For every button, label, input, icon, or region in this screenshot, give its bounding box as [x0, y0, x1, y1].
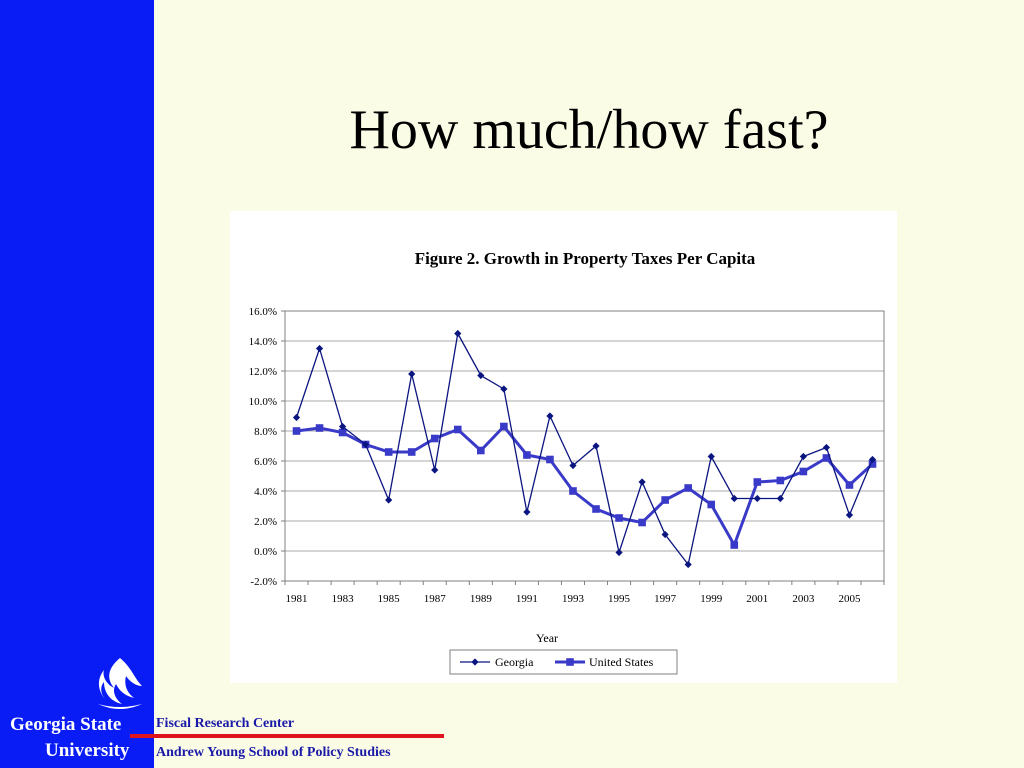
data-point — [453, 425, 462, 434]
x-axis-label: Year — [536, 631, 558, 645]
x-tick-label: 1983 — [332, 593, 355, 605]
data-point — [822, 443, 831, 452]
y-tick-label: 14.0% — [249, 336, 277, 348]
x-tick-label: 1997 — [654, 593, 677, 605]
data-point — [615, 548, 623, 557]
line-chart: Figure 2. Growth in Property Taxes Per C… — [249, 249, 885, 675]
x-tick-label: 1995 — [608, 593, 631, 605]
legend-label: Georgia — [495, 655, 534, 669]
fiscal-research-center-label: Fiscal Research Center — [156, 716, 295, 731]
series-georgia — [292, 329, 877, 569]
data-point — [362, 440, 370, 449]
x-tick-label: 2005 — [838, 593, 861, 605]
x-tick-label: 1999 — [700, 593, 723, 605]
legend-label: United States — [589, 655, 654, 669]
data-point — [500, 422, 508, 431]
legend-swatch-marker — [471, 658, 479, 666]
data-point — [338, 428, 347, 437]
data-point — [684, 560, 692, 569]
blue-sidebar — [0, 0, 154, 768]
y-tick-label: 2.0% — [254, 516, 277, 528]
data-point — [707, 500, 716, 509]
data-point — [868, 455, 877, 464]
university-name-line2: University — [45, 740, 130, 761]
x-tick-label: 1991 — [516, 593, 538, 605]
data-point — [638, 518, 646, 527]
gsu-flame-logo-icon — [98, 658, 142, 709]
y-tick-label: 4.0% — [254, 486, 277, 498]
data-point — [500, 385, 508, 393]
y-tick-label: 10.0% — [249, 396, 277, 408]
x-tick-label: 1989 — [470, 593, 493, 605]
data-point — [384, 448, 393, 456]
data-point — [315, 424, 324, 432]
x-tick-label: 2001 — [746, 593, 768, 605]
series-lines — [292, 329, 877, 569]
data-point — [822, 454, 831, 462]
footer-red-rule — [130, 734, 444, 738]
data-point — [477, 371, 485, 380]
data-point — [454, 329, 462, 338]
y-tick-label: 8.0% — [254, 426, 277, 438]
x-axis-ticks: 1981 1983 1985 1987 1989 1991 1993 1995 1997 1999… — [284, 581, 885, 605]
y-tick-label: 12.0% — [249, 366, 277, 378]
data-point — [292, 427, 301, 435]
data-point — [799, 452, 807, 461]
data-point — [661, 530, 669, 539]
data-point — [523, 451, 531, 459]
series-united-states — [292, 422, 877, 549]
y-tick-label: 16.0% — [249, 306, 277, 318]
x-tick-label: 2003 — [792, 593, 815, 605]
data-point — [661, 496, 669, 504]
data-point — [431, 466, 439, 474]
university-name-line1: Georgia State — [10, 714, 122, 735]
legend-swatch-marker — [566, 658, 574, 666]
chart-panel: Figure 2. Growth in Property Taxes Per C… — [230, 211, 897, 683]
data-point — [684, 484, 692, 492]
data-point — [408, 370, 416, 378]
series-line — [296, 424, 874, 549]
data-point — [753, 478, 762, 486]
data-point — [730, 494, 738, 503]
data-point — [615, 514, 623, 522]
data-point — [730, 541, 739, 549]
x-tick-label: 1987 — [424, 593, 447, 605]
data-point — [569, 487, 577, 495]
x-tick-label: 1985 — [378, 593, 401, 605]
data-point — [385, 496, 393, 504]
data-point — [799, 467, 808, 476]
slide-title: How much/how fast? — [349, 99, 829, 161]
data-point — [845, 511, 854, 519]
y-tick-label: -2.0% — [250, 576, 277, 588]
data-point — [753, 494, 761, 503]
data-point — [592, 442, 600, 450]
data-point — [868, 460, 877, 468]
school-name-label: Andrew Young School of Policy Studies — [156, 745, 391, 760]
data-point — [546, 455, 554, 464]
data-point — [523, 508, 531, 516]
data-point — [592, 505, 600, 513]
data-point — [407, 448, 416, 456]
data-point — [338, 422, 347, 431]
data-point — [845, 481, 854, 489]
y-axis-ticks: 16.0% 14.0% 12.0% 10.0% 8.0% 6.0% 4.0% 2.0% 0.0%… — [249, 306, 285, 588]
chart-title: Figure 2. Growth in Property Taxes Per C… — [415, 249, 756, 268]
data-point — [546, 412, 554, 420]
x-tick-label: 1993 — [562, 593, 585, 605]
data-point — [477, 446, 485, 455]
data-point — [569, 461, 577, 470]
series-line — [295, 331, 874, 567]
data-point — [315, 344, 324, 353]
data-point — [292, 413, 301, 422]
x-tick-label: 1981 — [286, 593, 308, 605]
data-point — [430, 434, 439, 443]
chart-legend: Georgia United States — [449, 649, 678, 675]
data-point — [638, 478, 646, 486]
y-tick-label: 6.0% — [254, 456, 277, 468]
y-tick-label: 0.0% — [254, 546, 277, 558]
data-point — [707, 452, 715, 461]
data-point — [776, 494, 784, 503]
data-point — [776, 476, 785, 485]
